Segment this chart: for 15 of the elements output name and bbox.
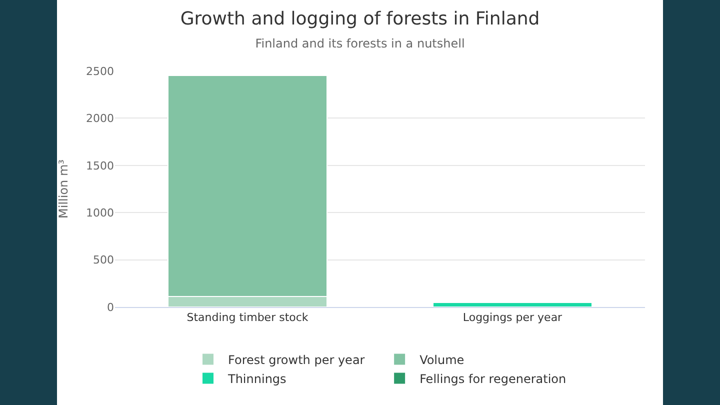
legend-label: Forest growth per year bbox=[228, 352, 365, 367]
y-tick-label: 0 bbox=[107, 300, 114, 314]
y-tick-label: 1500 bbox=[86, 159, 114, 172]
x-tick-label: Loggings per year bbox=[462, 311, 563, 324]
chart-subtitle: Finland and its forests in a nutshell bbox=[255, 36, 465, 51]
y-tick-label: 2500 bbox=[86, 64, 114, 78]
legend-label: Fellings for regeneration bbox=[420, 372, 566, 386]
y-tick-label: 500 bbox=[93, 254, 114, 267]
y-axis-title: Million m³ bbox=[56, 159, 70, 218]
legend-label: Volume bbox=[420, 352, 464, 367]
y-tick-label: 1000 bbox=[86, 206, 114, 220]
chart-title: Growth and logging of forests in Finland bbox=[180, 8, 540, 30]
y-tick-label: 2000 bbox=[86, 112, 114, 126]
x-tick-label: Standing timber stock bbox=[186, 311, 309, 324]
legend-label: Thinnings bbox=[227, 372, 286, 386]
